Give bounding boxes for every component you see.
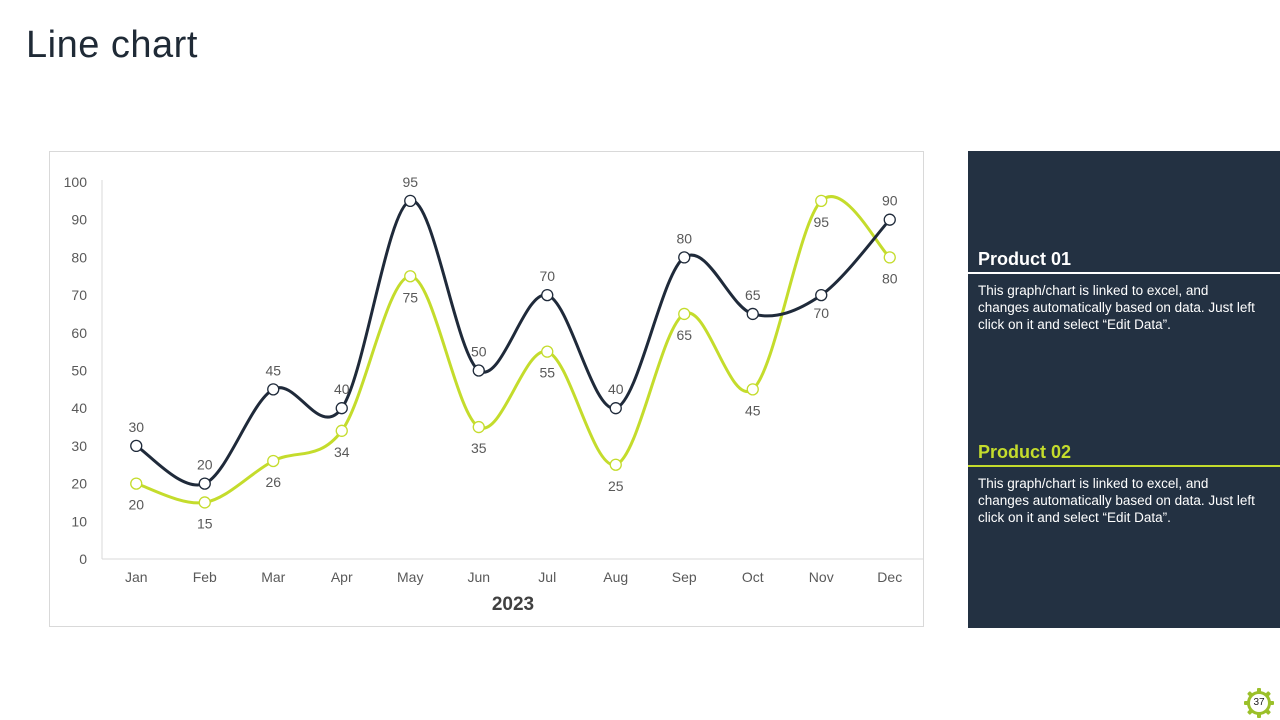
y-tick-label: 90 xyxy=(71,212,87,228)
y-tick-label: 0 xyxy=(79,551,87,567)
y-tick-label: 20 xyxy=(71,476,87,492)
x-tick-label: Jan xyxy=(125,569,148,585)
series-1-point xyxy=(609,402,622,415)
y-tick-label: 40 xyxy=(71,400,87,416)
series-1-point xyxy=(267,383,280,396)
series-1-data-label: 70 xyxy=(813,305,829,321)
y-tick-label: 10 xyxy=(71,513,87,529)
series-2-data-label: 35 xyxy=(471,440,487,456)
x-tick-label: Nov xyxy=(809,569,834,585)
series-1-data-label: 40 xyxy=(334,381,350,397)
series-2-data-label: 26 xyxy=(265,474,281,490)
line-chart[interactable]: 0 10 20 30 40 50 60 70 80 90 100 Jan Feb Mar Apr May Jun… xyxy=(49,151,924,627)
y-tick-label: 70 xyxy=(71,287,87,303)
series-2-point xyxy=(335,424,348,437)
series-1-data-label: 90 xyxy=(882,193,898,209)
series-1-point xyxy=(678,251,691,264)
x-tick-label: Feb xyxy=(193,569,217,585)
series-2-point xyxy=(678,307,691,321)
product-02-title: Product 02 xyxy=(978,442,1072,462)
series-1-point xyxy=(472,364,485,377)
x-tick-label: Apr xyxy=(331,569,353,585)
series-2-point xyxy=(746,383,759,396)
series-1-data-label: 80 xyxy=(676,230,692,246)
series-1-point xyxy=(815,288,828,302)
series-2-point xyxy=(541,345,554,358)
series-2-point xyxy=(267,454,280,468)
y-tick-label: 80 xyxy=(71,249,87,265)
series-2-data-label: 65 xyxy=(676,327,692,343)
series-2-point xyxy=(472,420,485,434)
y-tick-label: 30 xyxy=(71,438,87,454)
x-tick-label: Mar xyxy=(261,569,285,585)
page-number: 37 xyxy=(1253,697,1265,708)
series-2-data-label: 15 xyxy=(197,515,213,531)
x-tick-label: Dec xyxy=(877,569,902,585)
x-tick-label: Sep xyxy=(672,569,697,585)
series-2-data-label: 75 xyxy=(402,289,418,305)
series-2-point xyxy=(609,458,622,471)
x-axis-title: 2023 xyxy=(492,594,534,615)
series-1-point xyxy=(130,439,143,453)
product-01-description: This graph/chart is linked to excel, and… xyxy=(978,283,1255,332)
product-02-description: This graph/chart is linked to excel, and… xyxy=(978,476,1255,525)
series-2-data-label: 45 xyxy=(745,402,761,418)
gear-icon xyxy=(1244,688,1274,718)
series-1-data-label: 40 xyxy=(608,381,624,397)
series-2-line xyxy=(134,195,892,505)
series-2-data-label: 34 xyxy=(334,444,350,460)
page-number-badge: 37 xyxy=(1243,687,1275,719)
product-legend-panel: Product 01 This graph/chart is linked to… xyxy=(968,151,1280,628)
series-1-point xyxy=(541,288,554,302)
y-tick-label: 60 xyxy=(71,325,87,341)
chart-canvas: 0 10 20 30 40 50 60 70 80 90 100 Jan Feb Mar Apr May Jun… xyxy=(64,174,924,615)
series-2-data-label: 20 xyxy=(128,497,144,513)
series-2-point xyxy=(815,194,828,207)
x-tick-label: Jun xyxy=(467,569,490,585)
series-1-point xyxy=(198,477,211,490)
series-2-data-label: 55 xyxy=(539,365,555,381)
series-1-data-label: 50 xyxy=(471,344,487,360)
product-02-block: Product 02 This graph/chart is linked to… xyxy=(968,440,1280,526)
series-2-data-label: 25 xyxy=(608,478,624,494)
series-1-point xyxy=(404,194,417,207)
series-1-point xyxy=(746,307,759,321)
y-tick-label: 100 xyxy=(64,174,88,190)
series-1-data-label: 70 xyxy=(539,268,555,284)
product-01-title: Product 01 xyxy=(978,249,1072,269)
page-title: Line chart xyxy=(26,24,198,66)
series-2-data-label: 95 xyxy=(813,214,829,230)
series-1-data-label: 95 xyxy=(402,174,418,190)
series-1-data-label: 65 xyxy=(745,287,761,303)
x-tick-label: Aug xyxy=(603,569,628,585)
series-2-point xyxy=(404,270,417,283)
series-2-data-label: 80 xyxy=(882,270,898,286)
y-tick-label: 50 xyxy=(71,363,87,379)
series-1-line xyxy=(134,199,892,487)
x-tick-label: Jul xyxy=(538,569,556,585)
series-2-point xyxy=(883,251,896,264)
series-1-data-label: 45 xyxy=(265,362,281,378)
series-2-point xyxy=(198,496,211,509)
series-1-point xyxy=(883,213,896,226)
product-01-block: Product 01 This graph/chart is linked to… xyxy=(968,247,1280,333)
series-1-data-label: 20 xyxy=(197,457,213,473)
x-tick-label: May xyxy=(397,569,423,585)
series-1-point xyxy=(335,402,348,415)
x-tick-label: Oct xyxy=(742,569,764,585)
series-1-data-label: 30 xyxy=(128,419,144,435)
series-2-point xyxy=(130,477,143,490)
product-02-divider xyxy=(968,465,1280,467)
product-01-divider xyxy=(968,272,1280,274)
